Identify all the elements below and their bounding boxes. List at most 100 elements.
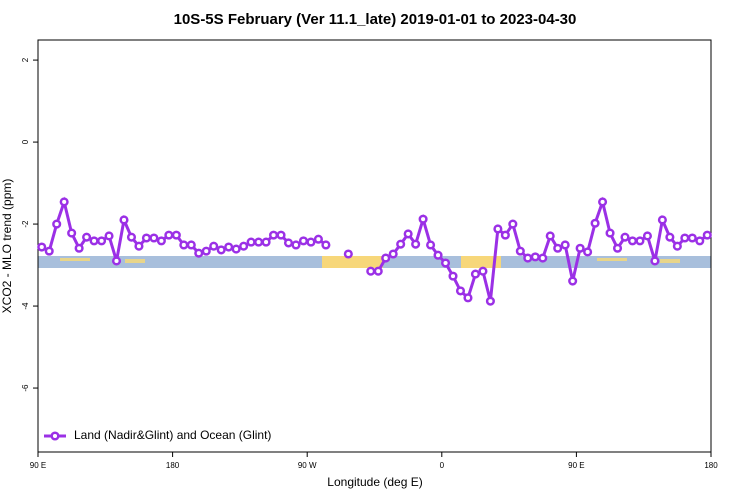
data-point — [313, 234, 323, 244]
data-point — [239, 241, 249, 251]
data-point — [575, 243, 585, 253]
data-point — [276, 230, 286, 240]
land-bits — [60, 258, 90, 261]
y-tick-label: 0 — [21, 139, 30, 144]
data-point — [283, 238, 294, 248]
data-point — [695, 236, 705, 246]
surface-band — [38, 256, 711, 268]
data-point — [126, 232, 137, 242]
data-point — [306, 237, 316, 247]
data-point — [598, 197, 608, 207]
data-point — [426, 240, 436, 250]
data-point — [448, 271, 458, 281]
data-point — [583, 247, 593, 257]
data-point — [612, 243, 623, 253]
data-point — [231, 244, 241, 254]
data-point — [171, 230, 181, 240]
land-band — [322, 256, 383, 268]
data-point — [321, 240, 331, 250]
data-point — [44, 246, 54, 256]
x-tick-label: 180 — [704, 461, 718, 470]
data-point — [680, 233, 690, 243]
land-bits — [660, 259, 680, 263]
data-point — [627, 236, 638, 246]
data-point — [224, 242, 234, 252]
data-point — [67, 228, 77, 238]
data-point — [635, 236, 645, 246]
data-point — [605, 228, 615, 238]
data-point — [500, 230, 510, 240]
data-point — [538, 253, 548, 263]
data-point — [590, 218, 600, 228]
data-point — [104, 231, 114, 241]
data-point — [493, 224, 503, 234]
data-point — [149, 233, 159, 243]
data-point — [508, 219, 518, 229]
data-point — [134, 241, 144, 251]
data-point — [164, 230, 174, 240]
data-point — [672, 241, 682, 251]
data-point — [545, 231, 555, 241]
x-axis-label: Longitude (deg E) — [327, 475, 422, 489]
data-point — [396, 239, 406, 249]
data-point — [687, 233, 697, 243]
data-point — [298, 236, 309, 246]
data-point — [216, 245, 226, 255]
data-point — [642, 231, 652, 241]
x-tick-label: 90 W — [298, 461, 317, 470]
data-point — [74, 243, 84, 253]
data-point — [530, 252, 540, 262]
y-axis-label: XCO2 - MLO trend (ppm) — [0, 179, 14, 314]
data-point — [179, 240, 189, 250]
data-point — [261, 237, 271, 247]
data-point — [59, 197, 69, 207]
x-tick-label: 0 — [440, 461, 445, 470]
y-tick-label: -6 — [21, 384, 30, 392]
data-point — [418, 214, 428, 224]
data-point — [194, 248, 204, 258]
y-tick-label: -2 — [21, 220, 30, 228]
data-point — [620, 232, 630, 242]
data-point — [366, 266, 376, 276]
data-point — [411, 239, 421, 249]
data-point — [463, 293, 473, 303]
land-bits — [125, 259, 145, 263]
data-point — [291, 240, 301, 250]
data-point — [553, 243, 563, 253]
data-point — [97, 236, 107, 246]
data-point — [702, 230, 712, 240]
legend-marker — [50, 431, 60, 441]
data-point — [523, 253, 533, 263]
data-point — [343, 249, 353, 259]
y-tick-label: -4 — [21, 302, 30, 310]
data-point — [478, 266, 488, 276]
y-tick-label: 2 — [21, 57, 30, 62]
data-point — [381, 253, 391, 263]
data-point — [156, 236, 166, 246]
data-point — [209, 241, 219, 251]
data-point — [52, 219, 62, 229]
x-tick-label: 180 — [166, 461, 180, 470]
data-point — [89, 236, 99, 246]
data-point — [37, 242, 47, 252]
land-band — [461, 256, 501, 268]
x-tick-label: 90 E — [30, 461, 46, 470]
data-point — [470, 269, 481, 279]
data-point — [111, 256, 122, 266]
data-point — [82, 232, 92, 242]
data-point — [119, 215, 129, 225]
data-point — [373, 266, 383, 276]
data-point — [440, 258, 451, 268]
data-point — [650, 256, 660, 266]
data-point — [485, 296, 495, 306]
data-point — [433, 250, 443, 260]
data-point — [665, 232, 675, 242]
data-point — [269, 230, 279, 240]
legend-label: Land (Nadir&Glint) and Ocean (Glint) — [74, 428, 271, 442]
data-point — [388, 249, 398, 259]
chart-title: 10S-5S February (Ver 11.1_late) 2019-01-… — [174, 11, 577, 28]
data-point — [201, 246, 211, 256]
data-point — [186, 240, 196, 250]
data-point — [560, 240, 570, 250]
data-point — [254, 237, 264, 247]
